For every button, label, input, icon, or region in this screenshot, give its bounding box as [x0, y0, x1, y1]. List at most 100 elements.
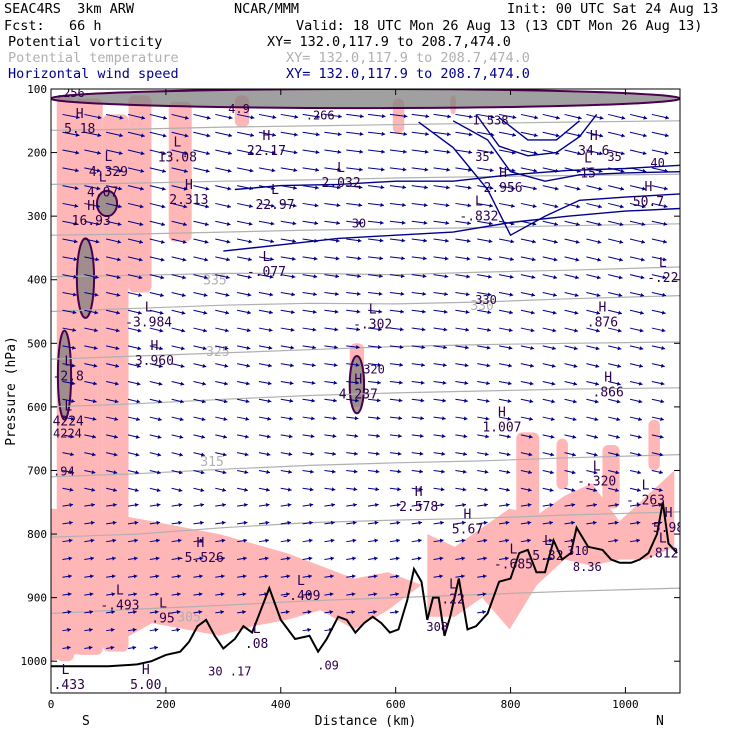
wind-vector-head-276: [596, 275, 601, 280]
wind-vector-head-196: [73, 239, 78, 244]
wind-vector-head-707: [264, 556, 269, 561]
wind-vector-head-525: [528, 434, 533, 439]
wind-vector-head-475: [660, 399, 665, 404]
wind-vector-head-304: [596, 293, 601, 298]
pv-shade-column-9: [516, 432, 540, 541]
wind-vector-head-55: [664, 133, 669, 138]
wind-vector-head-694: [548, 538, 553, 543]
extremum-marker-25: L: [593, 460, 601, 475]
wind-vector-head-261: [269, 274, 274, 279]
wind-vector-head-527: [572, 434, 577, 439]
wind-vector-head-394: [115, 363, 120, 368]
wind-vector-head-379: [399, 345, 404, 350]
wind-vector-head-457: [267, 398, 272, 403]
wind-vector-head-192: [597, 222, 602, 227]
wind-vector-head-153: [358, 202, 363, 208]
wind-vector-head-4: [163, 115, 167, 120]
wind-vector-head-44: [425, 131, 429, 137]
wind-vector-head-551: [484, 452, 489, 457]
x-tick-label-800: 800: [501, 698, 521, 711]
wind-vector-head-227: [138, 257, 143, 262]
wind-vector-head-625: [265, 502, 270, 508]
wind-vector-head-424: [158, 381, 163, 386]
wind-vector-head-742: [133, 592, 138, 597]
wind-vector-head-258: [204, 275, 208, 280]
wind-vector-head-65: [271, 150, 276, 155]
wind-vector-head-704: [199, 556, 204, 561]
wind-vector-head-331: [574, 310, 579, 315]
wind-vector-head-268: [422, 274, 427, 279]
wind-vector-head-438: [464, 380, 469, 385]
extremum-value-12: 3.960: [135, 354, 174, 369]
wind-vector-head-131: [489, 185, 494, 190]
wind-vector-head-221: [619, 239, 624, 244]
wind-vector-head-347: [312, 327, 317, 332]
wind-vector-head-128: [424, 185, 428, 190]
wind-vector-head-676: [156, 538, 160, 543]
wind-vector-head-626: [287, 502, 292, 508]
wind-vector-head-756: [67, 610, 72, 615]
wind-vector-head-309: [94, 310, 99, 315]
wind-vector-head-495: [485, 416, 490, 421]
wind-vector-head-345: [268, 327, 273, 333]
extremum-marker-2: L: [99, 170, 107, 185]
extremum-value-13: -2.8: [53, 370, 84, 385]
wind-vector-head-314: [203, 310, 208, 315]
y-tick-label-500: 500: [27, 337, 47, 350]
wind-vector-head-303: [574, 293, 579, 298]
wind-vector-head-169: [95, 221, 100, 226]
wind-vector-head-112: [74, 186, 79, 191]
field-xy-potential-vorticity: XY= 132.0,117.9 to 208.7,474.0: [267, 34, 511, 50]
wind-vector-head-197: [95, 239, 100, 244]
wind-vector-head-237: [357, 256, 362, 261]
wind-vector-head-521: [441, 434, 446, 439]
wind-vector-head-59: [140, 151, 145, 156]
wind-vector-head-355: [487, 327, 491, 332]
wind-vector-head-10: [294, 114, 299, 119]
wind-vector-head-207: [314, 238, 318, 243]
wind-vector-head-662: [461, 520, 466, 525]
wind-vector-head-246: [553, 257, 558, 262]
wind-vector-head-115: [140, 186, 144, 191]
wind-vector-head-606: [462, 487, 467, 492]
wind-vector-head-212: [423, 238, 427, 243]
wind-vector-head-274: [553, 275, 558, 280]
wind-vector-head-505: [92, 434, 97, 439]
wind-vector-head-162: [554, 204, 559, 209]
wind-vector-head-569: [266, 469, 271, 474]
contour-label-8: 4224: [53, 426, 82, 440]
wind-vector-head-601: [353, 487, 358, 492]
wind-vector-head-544: [332, 451, 336, 456]
wind-vector-head-110: [642, 168, 647, 173]
wind-vector-head-584: [593, 470, 598, 475]
wind-vector-head-603: [397, 487, 401, 492]
wind-vector-head-770: [394, 610, 399, 615]
wind-vector-head-252: [73, 274, 77, 279]
y-tick-label-800: 800: [27, 528, 47, 541]
plot-area: 305315325330335H5.18L4.329L4.07L13.08H2.…: [51, 86, 680, 693]
wind-vector-head-500: [594, 417, 599, 422]
wind-vector-head-387: [573, 346, 578, 351]
wind-vector-head-430: [289, 381, 294, 386]
extremum-value-25: -.320: [577, 475, 616, 490]
wind-vector-head-668: [592, 520, 597, 525]
wind-vector-head-730: [286, 574, 291, 579]
wind-vector-head-374: [290, 345, 295, 350]
contour-label-0: .256: [56, 86, 85, 100]
wind-vector-head-238: [379, 256, 384, 261]
wind-vector-head-545: [354, 451, 358, 456]
extremum-value-15: 4224: [53, 414, 84, 429]
extremum-marker-24: L: [659, 256, 667, 271]
wind-vector-head-7: [228, 115, 233, 120]
wind-vector-head-778: [307, 627, 312, 632]
wind-vector-head-50: [555, 133, 560, 138]
wind-vector-head-350: [378, 327, 382, 332]
extremum-value-0: 5.18: [64, 122, 95, 137]
wind-vector-head-382: [465, 345, 469, 350]
wind-vector-head-217: [532, 239, 536, 244]
extremum-marker-10: L: [145, 301, 153, 316]
wind-vector-head-470: [551, 399, 555, 404]
wind-vector-head-775: [132, 627, 137, 632]
wind-vector-head-404: [333, 362, 338, 368]
wind-vector-head-13: [360, 114, 364, 119]
